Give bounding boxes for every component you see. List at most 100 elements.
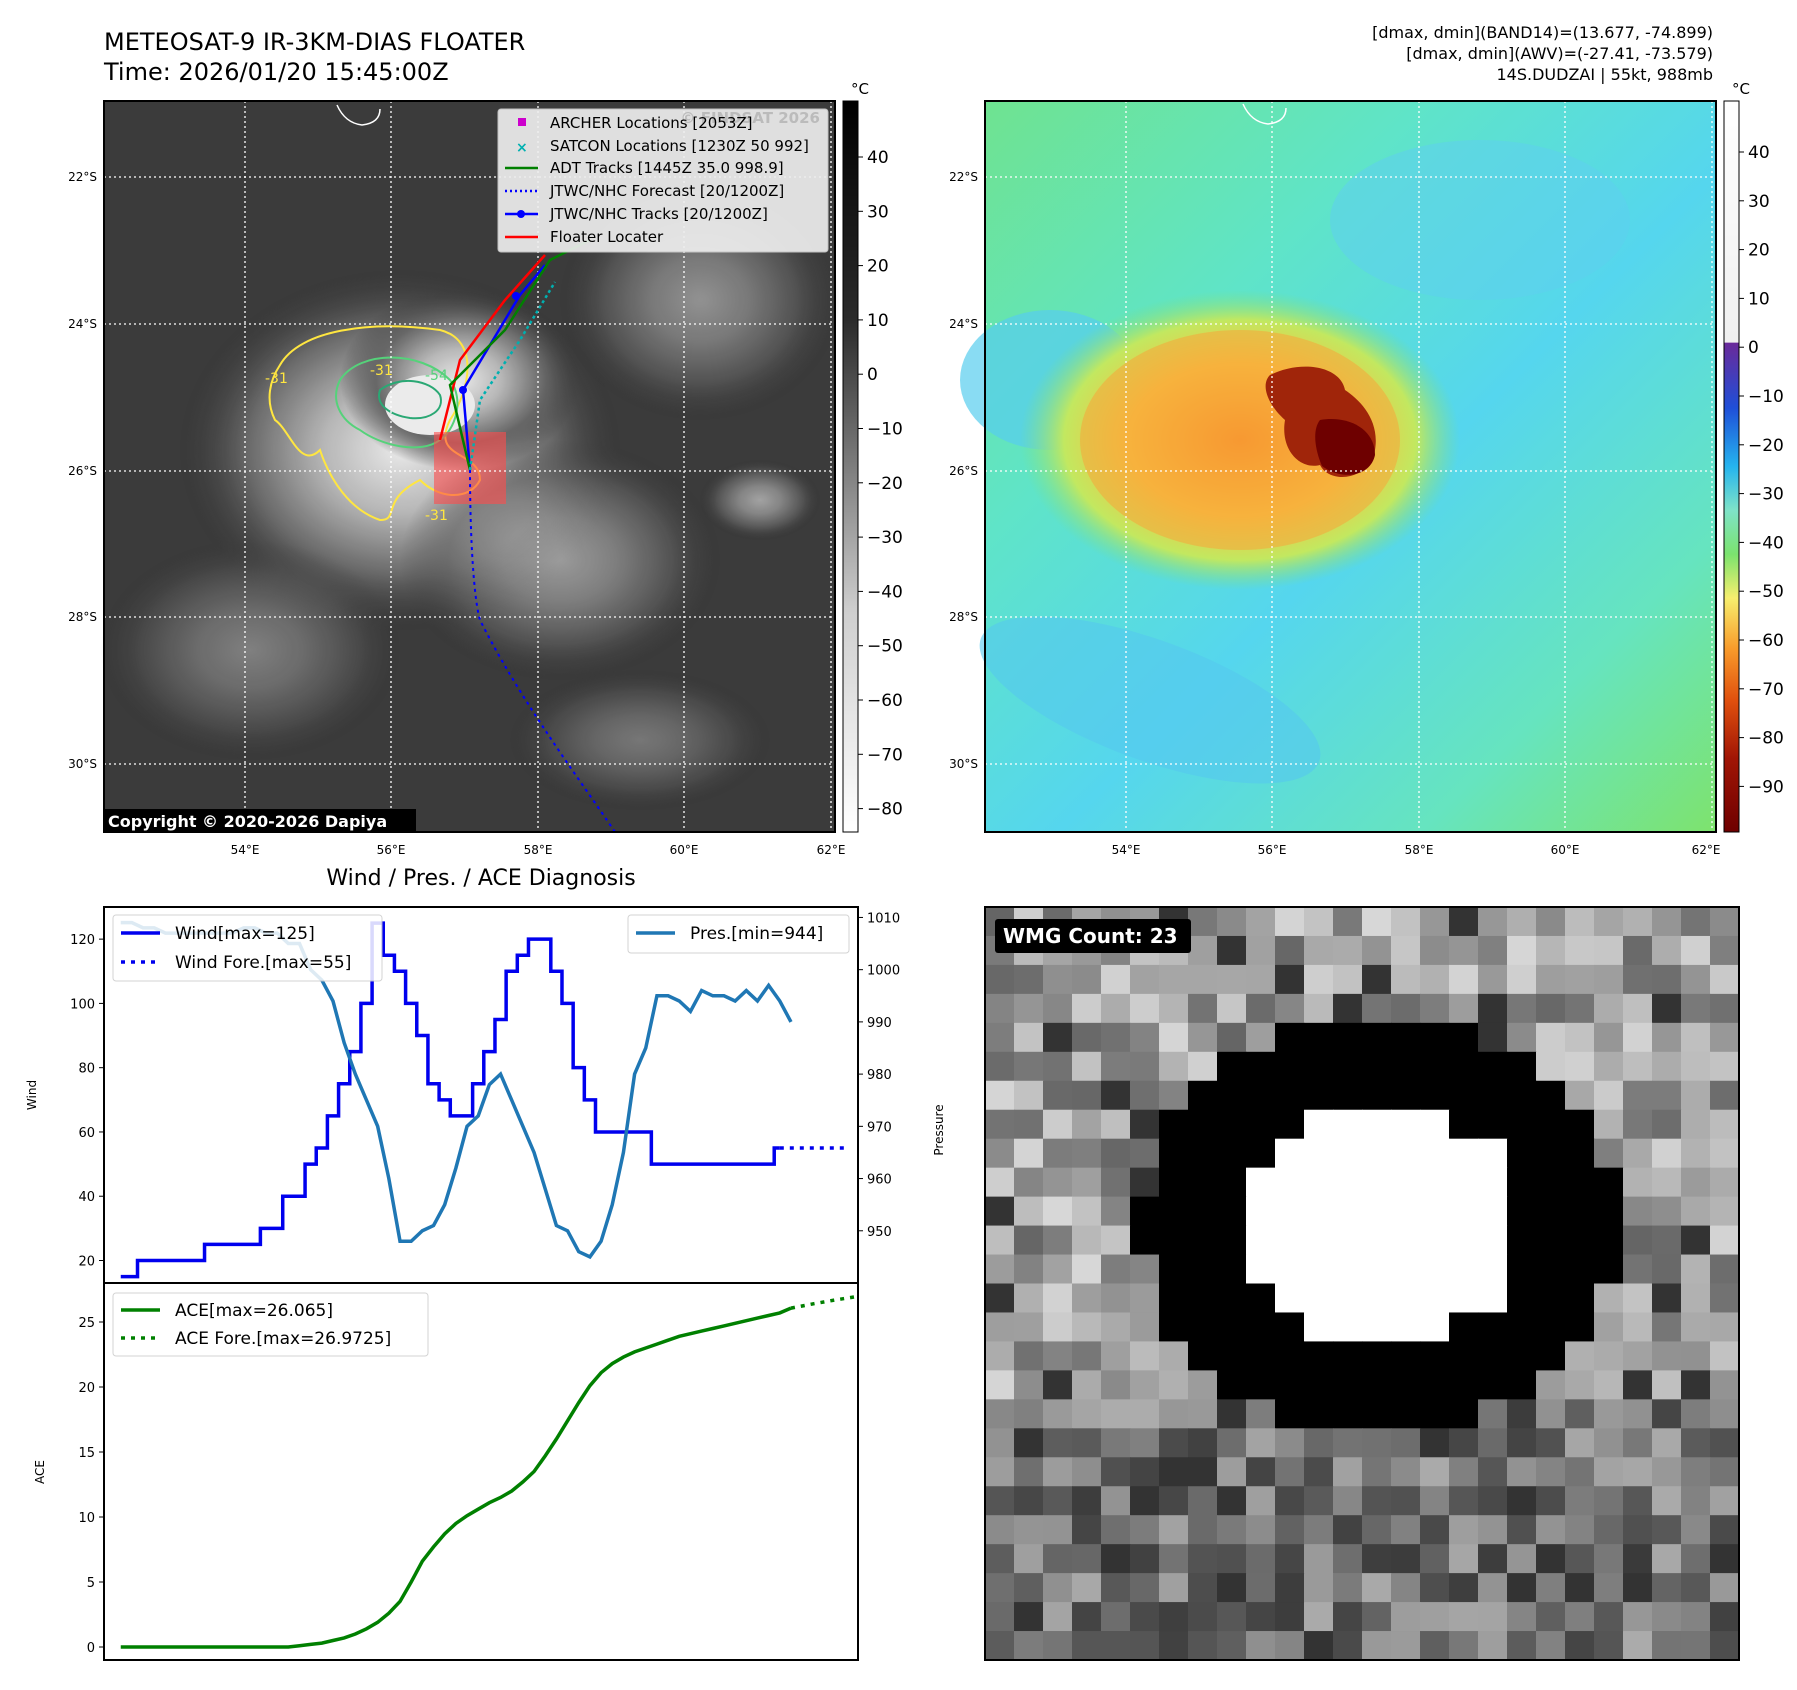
wmg-pixel	[1623, 1602, 1653, 1632]
wmg-pixel	[1623, 1080, 1653, 1111]
wmg-pixel	[1449, 993, 1479, 1024]
wmg-pixel	[1478, 1283, 1508, 1314]
wmg-pixel	[1188, 993, 1218, 1024]
wmg-pixel	[1072, 1631, 1102, 1661]
wmg-pixel	[1014, 1544, 1044, 1574]
wmg-pixel	[1478, 935, 1508, 966]
wmg-pixel	[1188, 1080, 1218, 1111]
wmg-pixel	[1130, 1341, 1160, 1371]
wmg-pixel	[985, 1544, 1015, 1574]
wmg-pixel	[1536, 1051, 1566, 1082]
wmg-pixel	[1072, 1109, 1102, 1140]
wmg-pixel	[1652, 1341, 1682, 1371]
wmg-pixel	[1420, 1370, 1450, 1400]
wmg-pixel	[1246, 1167, 1276, 1198]
wmg-pixel	[1507, 1051, 1537, 1082]
wmg-pixel	[1043, 1515, 1073, 1545]
wmg-pixel	[1159, 1080, 1189, 1111]
ace-ytick-label: 5	[87, 1576, 95, 1591]
awv-colorbar: °C 40 30 20 10 0 −10 −20 −30 −40 −50 −60 −70 −80 −90	[1723, 80, 1784, 833]
wmg-pixel	[1623, 1167, 1653, 1198]
wmg-pixel	[1681, 907, 1711, 937]
wmg-pixel	[1217, 1602, 1247, 1632]
wmg-pixel	[1043, 1457, 1073, 1487]
wmg-pixel	[1449, 1022, 1479, 1053]
wmg-pixel	[1159, 1051, 1189, 1082]
wmg-pixel	[1130, 1602, 1160, 1632]
wmg-pixel	[1362, 1428, 1392, 1458]
wmg-pixel	[1246, 1631, 1276, 1661]
wmg-pixel	[1246, 1312, 1276, 1343]
wmg-pixel	[1449, 1109, 1479, 1140]
wmg-pixel	[1275, 1631, 1305, 1661]
wmg-pixel	[1304, 1399, 1334, 1429]
watermark: © FINDSAT 2026	[680, 109, 820, 127]
wmg-pixel	[1391, 1428, 1421, 1458]
wmg-pixel	[985, 964, 1015, 995]
wmg-pixel	[1623, 1399, 1653, 1429]
wmg-pixel	[1072, 1022, 1102, 1053]
wmg-pixel	[1072, 1602, 1102, 1632]
wmg-pixel	[1507, 1312, 1537, 1343]
wmg-pixel	[1188, 1225, 1218, 1256]
wmg-pixel	[1304, 1022, 1334, 1053]
awv-range: [dmax, dmin](AWV)=(-27.41, -73.579)	[1406, 44, 1713, 63]
wmg-pixel	[1681, 1486, 1711, 1516]
wmg-pixel	[1333, 1631, 1363, 1661]
wmg-pixel	[1014, 964, 1044, 995]
wmg-pixel	[1217, 964, 1247, 995]
wmg-pixel	[1188, 1631, 1218, 1661]
wmg-pixel	[1362, 1225, 1392, 1256]
wmg-pixel	[1652, 1457, 1682, 1487]
wmg-pixel	[1594, 907, 1624, 937]
wmg-pixel	[1507, 1225, 1537, 1256]
wmg-pixel	[1507, 1167, 1537, 1198]
ir-colorbar-tick-label: −40	[867, 582, 903, 602]
wmg-pixel	[1014, 1196, 1044, 1227]
wmg-pixel	[1304, 1109, 1334, 1140]
wmg-pixel	[1681, 1631, 1711, 1661]
contour-label: -31	[370, 363, 393, 379]
wmg-pixel	[1478, 1312, 1508, 1343]
wmg-pixel	[1681, 1544, 1711, 1574]
wmg-pixel	[1159, 1602, 1189, 1632]
wmg-pixel	[1101, 1138, 1131, 1169]
wmg-pixel	[1246, 1457, 1276, 1487]
ir-colorbar-tick-label: −30	[867, 528, 903, 548]
wmg-pixel	[1391, 1051, 1421, 1082]
wmg-pixel	[1449, 1051, 1479, 1082]
awv-frame	[984, 100, 1717, 833]
wmg-pixel	[1188, 1573, 1218, 1603]
wmg-pixel	[1507, 1486, 1537, 1516]
wmg-panel: WMG Count: 23	[984, 906, 1740, 1661]
satcon-marker: ×	[516, 140, 528, 156]
wmg-pixel	[1391, 1283, 1421, 1314]
pressure-ytick-label: 1000	[867, 964, 900, 979]
ace-ytick-label: 25	[78, 1316, 95, 1331]
wmg-pixel	[1246, 1370, 1276, 1400]
wmg-pixel	[1246, 1573, 1276, 1603]
wmg-pixel	[1188, 1283, 1218, 1314]
wmg-pixel	[1072, 1051, 1102, 1082]
wmg-pixel	[1536, 1196, 1566, 1227]
awv-colorbar-tick-label: −70	[1748, 680, 1784, 700]
wmg-pixel	[1652, 964, 1682, 995]
wmg-pixel	[1101, 1370, 1131, 1400]
wmg-pixel	[1710, 964, 1740, 995]
wmg-pixel	[1420, 1138, 1450, 1169]
wmg-pixel	[1478, 1602, 1508, 1632]
ir-colorbar-tick-label: 30	[867, 202, 889, 222]
wmg-pixel	[1478, 1167, 1508, 1198]
wmg-pixel	[1536, 1370, 1566, 1400]
wmg-pixel	[1478, 1138, 1508, 1169]
svg-text:60°E: 60°E	[1551, 843, 1580, 857]
ace-series-line	[120, 1306, 792, 1649]
wmg-pixel	[1304, 1602, 1334, 1632]
wmg-pixel	[1710, 1428, 1740, 1458]
wmg-pixel	[1565, 1573, 1595, 1603]
awv-map-panel: 22°S 24°S 26°S 28°S 30°S 54°E 56°E 58°E …	[949, 100, 1720, 857]
wmg-pixel	[1275, 935, 1305, 966]
wmg-pixel	[1507, 964, 1537, 995]
wmg-pixel	[1275, 1109, 1305, 1140]
